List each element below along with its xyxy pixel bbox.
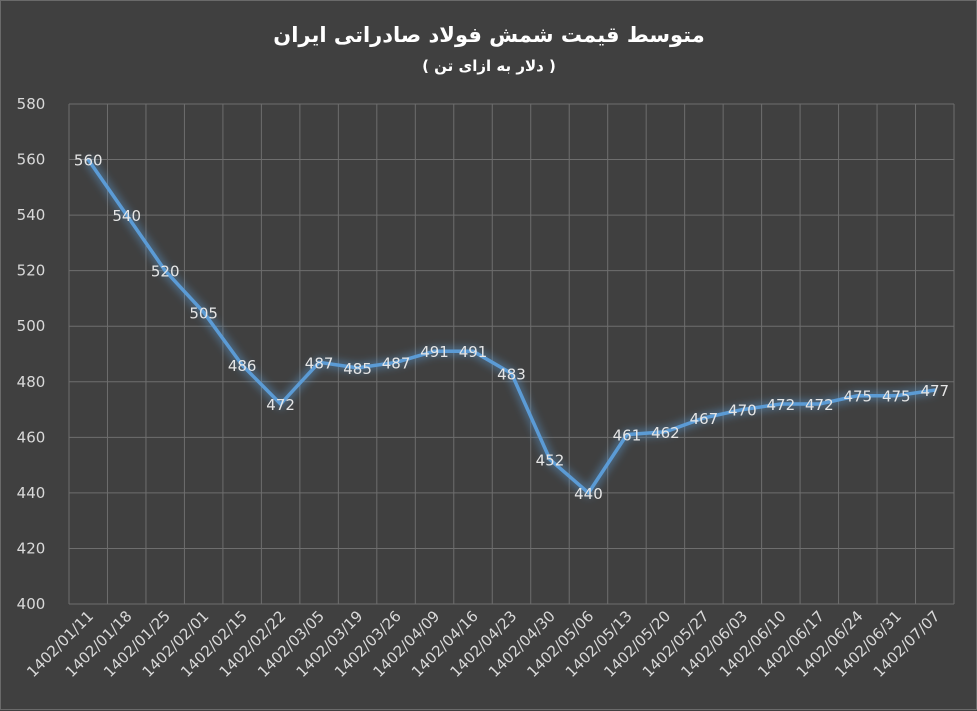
series-line-group (84, 157, 937, 498)
data-label: 472 (266, 396, 295, 414)
y-tick-label: 440 (17, 484, 46, 502)
data-label: 472 (767, 396, 796, 414)
data-label: 487 (382, 354, 411, 372)
data-label: 470 (728, 402, 757, 420)
data-label: 560 (74, 152, 103, 170)
y-tick-label: 480 (17, 373, 46, 391)
data-labels: 560 540 520 505 486 472 487 485 487 491 491 483 452 4… (74, 152, 949, 503)
chart-title: متوسط قیمت شمش فولاد صادراتی ایران (273, 23, 704, 47)
data-label: 483 (497, 365, 526, 383)
data-label: 440 (574, 485, 603, 503)
data-label: 520 (151, 263, 180, 281)
gridlines (68, 103, 955, 605)
data-label: 540 (112, 207, 141, 225)
y-tick-label: 580 (17, 95, 46, 113)
data-label: 472 (805, 396, 834, 414)
y-axis-ticks: 400 420 440 460 480 500 520 540 560 580 (17, 95, 46, 613)
data-label: 491 (420, 343, 449, 361)
y-tick-label: 420 (17, 539, 46, 557)
y-tick-label: 460 (17, 428, 46, 446)
data-label: 505 (189, 304, 218, 322)
data-label: 461 (613, 427, 642, 445)
chart-subtitle: ( دلار به ازای تن ) (422, 57, 556, 75)
y-tick-label: 500 (17, 317, 46, 335)
data-label: 475 (882, 388, 911, 406)
data-label: 452 (536, 452, 565, 470)
data-label: 477 (920, 382, 949, 400)
series-line (86, 157, 937, 495)
data-label: 486 (228, 357, 257, 375)
y-tick-label: 560 (17, 151, 46, 169)
data-label: 467 (690, 410, 719, 428)
y-tick-label: 520 (17, 262, 46, 280)
y-tick-label: 400 (17, 595, 46, 613)
data-label: 475 (843, 388, 872, 406)
data-label: 462 (651, 424, 680, 442)
x-axis-ticks: 1402/01/111402/01/181402/01/251402/02/01… (23, 607, 943, 681)
data-label: 491 (459, 343, 488, 361)
y-tick-label: 540 (17, 206, 46, 224)
data-label: 487 (305, 354, 334, 372)
data-label: 485 (343, 360, 372, 378)
